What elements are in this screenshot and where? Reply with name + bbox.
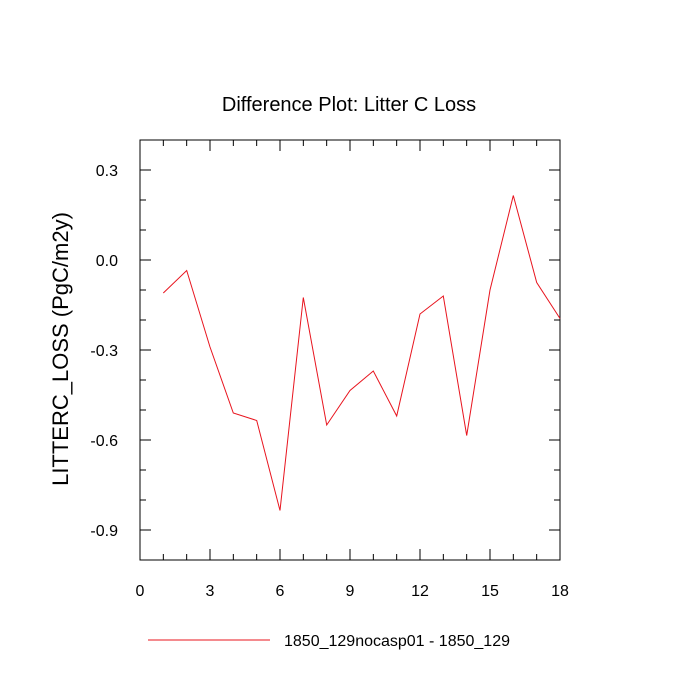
x-tick-label: 18 (551, 583, 569, 600)
legend-label: 1850_129nocasp01 - 1850_129 (284, 633, 510, 650)
series-layer (162, 195, 561, 511)
axis-ticks (139, 139, 561, 561)
x-tick-label: 6 (276, 583, 285, 600)
chart-title: Difference Plot: Litter C Loss (222, 94, 476, 116)
tick-labels: 0 3 6 9 12 15 18 0.3 0.0 -0.3 -0.6 -0.9 (90, 163, 569, 600)
x-tick-label: 12 (411, 583, 429, 600)
y-tick-label: 0.3 (96, 163, 118, 180)
x-tick-label: 9 (346, 583, 355, 600)
x-tick-label: 3 (206, 583, 215, 600)
x-tick-label: 15 (481, 583, 499, 600)
y-tick-label: -0.9 (90, 523, 118, 540)
legend: 1850_129nocasp01 - 1850_129 (148, 633, 510, 650)
y-tick-label: -0.3 (90, 343, 118, 360)
y-tick-label: 0.0 (96, 253, 118, 270)
series-line (162, 195, 561, 511)
y-axis-label: LITTERC_LOSS (PgC/m2y) (48, 212, 73, 486)
y-tick-label: -0.6 (90, 433, 118, 450)
x-tick-label: 0 (136, 583, 145, 600)
plot-frame (139, 139, 561, 561)
